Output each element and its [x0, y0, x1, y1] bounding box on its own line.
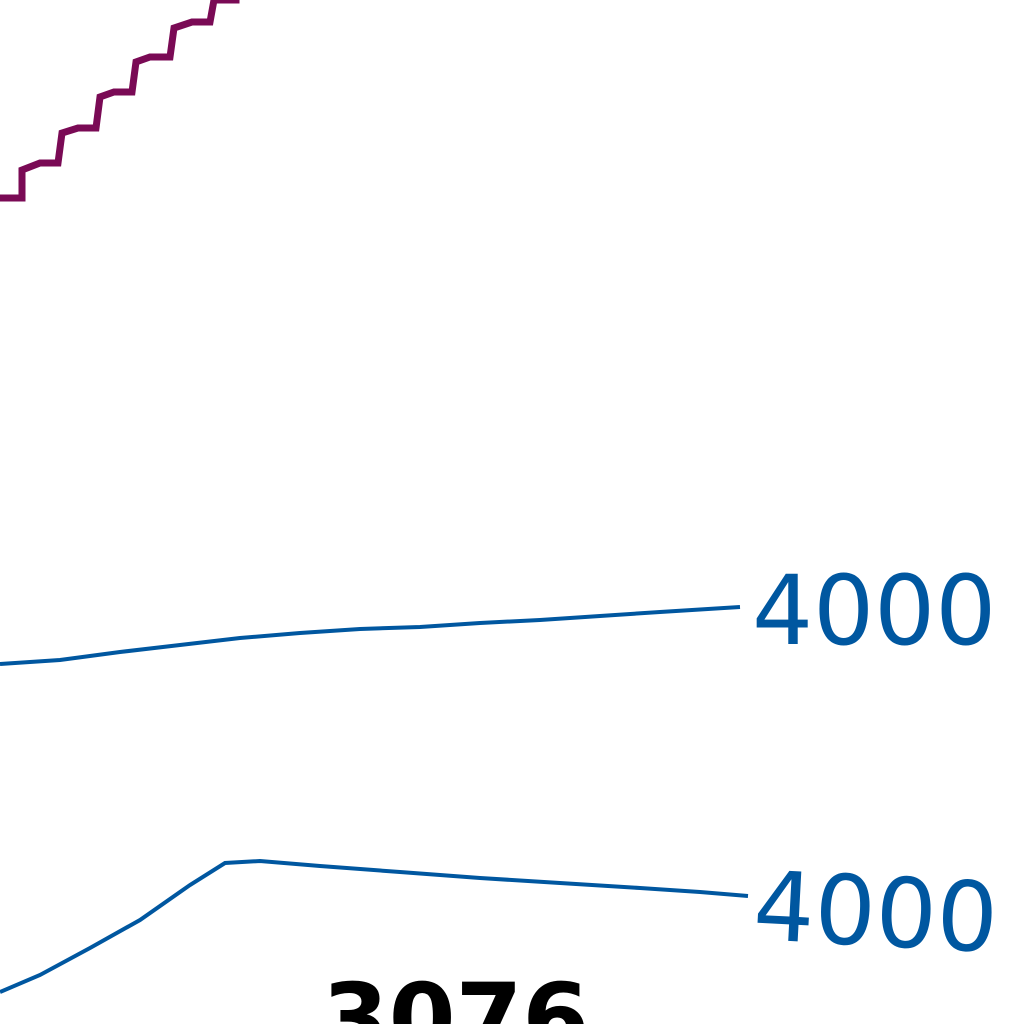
contour-line-upper — [0, 605, 741, 666]
elevation-label: 3076 — [322, 963, 589, 1024]
contour-line-lower — [0, 858, 749, 994]
contour-label-lower: 4000 — [751, 850, 1001, 975]
contour-label-upper: 4000 — [752, 555, 996, 667]
boundary-line — [0, 0, 240, 202]
